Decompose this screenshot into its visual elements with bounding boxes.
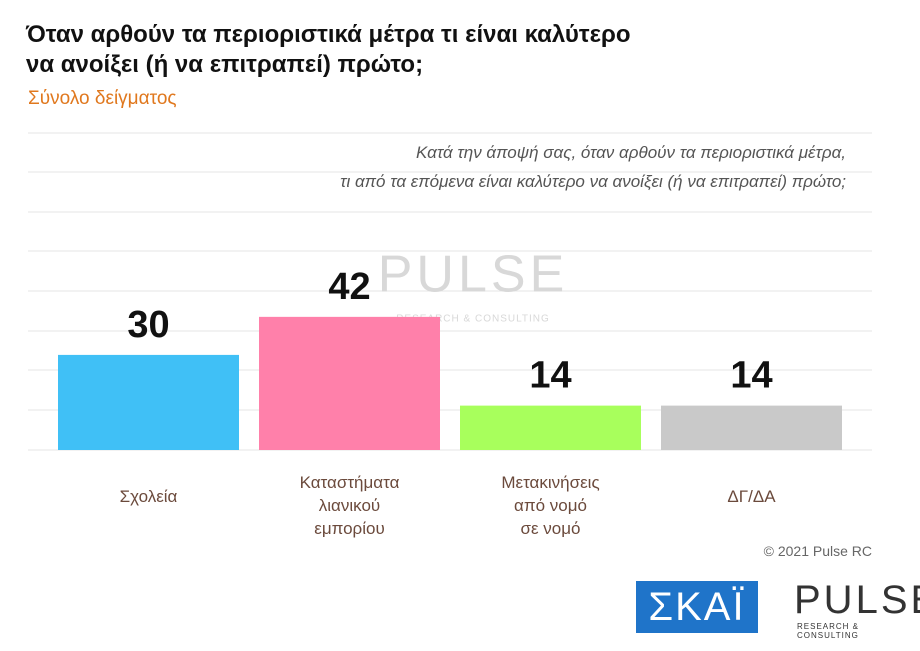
bar [661, 405, 842, 450]
question: Κατά την άποψή σας, όταν αρθούν τα περιο… [340, 143, 846, 191]
value-label: 30 [127, 304, 169, 346]
x-tick-label: Σχολεία [119, 487, 178, 506]
bar [259, 316, 440, 450]
chart-subtitle: Σύνολο δείγματος [28, 88, 177, 109]
value-label: 14 [529, 355, 571, 397]
pulse-logo: PULSE [794, 578, 920, 622]
grid [28, 132, 872, 451]
x-tick-label: ΔΓ/ΔΑ [727, 487, 776, 506]
value-label: 42 [328, 266, 370, 308]
watermark: PULSE [378, 246, 569, 304]
copyright: © 2021 Pulse RC [763, 543, 872, 559]
bar [460, 405, 641, 450]
x-tick-label: Καταστήματα λιανικού εμπορίου [299, 473, 400, 538]
watermark-tagline: RESEARCH & CONSULTING [396, 314, 550, 325]
skai-logo: ΣΚΑΪ [636, 581, 758, 633]
bar [58, 354, 239, 450]
chart-title: Όταν αρθούν τα περιοριστικά μέτρα τι είν… [26, 21, 631, 78]
value-label: 14 [730, 355, 772, 397]
x-tick-label: Μετακινήσεις από νομό σε νομό [501, 473, 600, 538]
pulse-tagline: RESEARCH & CONSULTING [797, 622, 860, 640]
